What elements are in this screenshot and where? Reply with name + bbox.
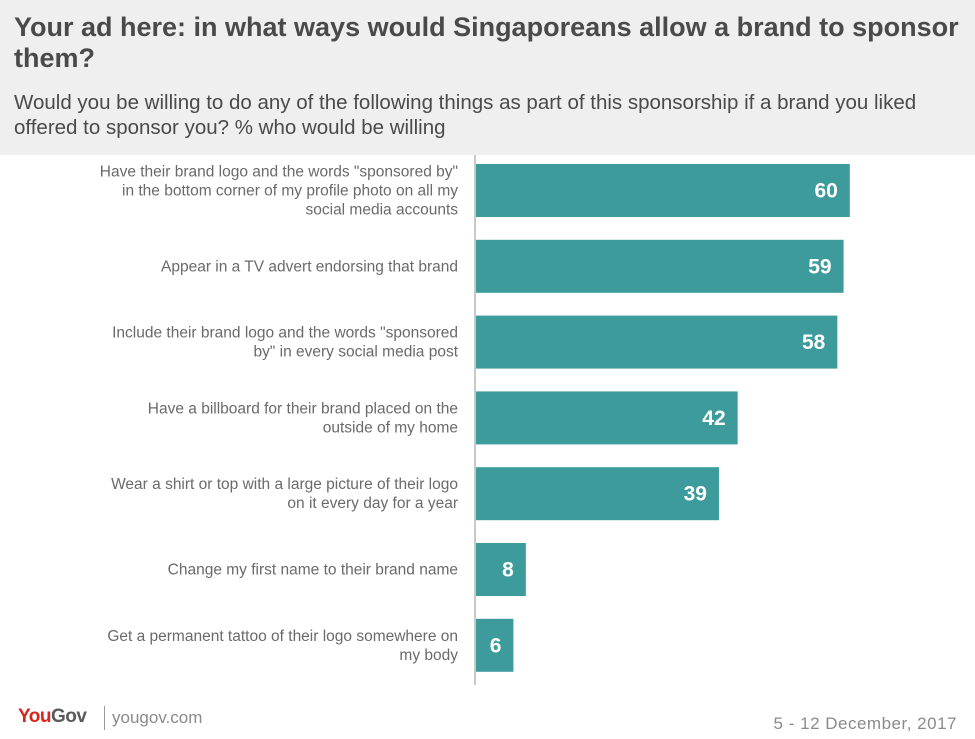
category-label-3: Have a billboard for their brand placed …	[148, 400, 458, 436]
category-label-4: Wear a shirt or top with a large picture…	[111, 476, 458, 512]
bar-3	[476, 391, 738, 445]
category-label-line: by" in every social media post	[253, 344, 458, 361]
category-label-0: Have their brand logo and the words "spo…	[100, 164, 458, 219]
bar-4	[476, 467, 719, 521]
bar-2	[476, 315, 838, 369]
yougov-logo: YouGov	[18, 706, 87, 728]
data-label-2: 58	[802, 331, 826, 354]
bar-0	[476, 164, 850, 217]
data-label-1: 59	[808, 255, 831, 278]
data-label-4: 39	[684, 483, 707, 506]
category-label-line: Change my first name to their brand name	[168, 562, 458, 579]
bar-5	[476, 543, 526, 596]
category-label-line: Have their brand logo and the words "spo…	[100, 164, 458, 181]
chart-subtitle: Would you be willing to do any of the fo…	[14, 91, 917, 139]
bar-chart: 60 Have their brand logo and the words "s…	[100, 155, 850, 685]
survey-date: 5 - 12 December, 2017	[773, 714, 957, 733]
category-label-line: on it every day for a year	[287, 495, 458, 512]
category-label-line: social media accounts	[306, 202, 459, 219]
category-label-2: Include their brand logo and the words "…	[112, 325, 459, 361]
footer-divider	[104, 706, 105, 730]
chart-title: Your ad here: in what ways would Singapo…	[14, 12, 959, 73]
category-label-line: outside of my home	[323, 419, 458, 436]
category-label-6: Get a permanent tattoo of their logo som…	[107, 628, 458, 664]
category-label-1: Appear in a TV advert endorsing that bra…	[161, 258, 458, 275]
data-label-0: 60	[814, 180, 837, 203]
bar-6	[476, 618, 514, 672]
data-label-6: 6	[490, 634, 502, 657]
category-label-line: Include their brand logo and the words "…	[112, 325, 458, 342]
data-label-3: 42	[702, 407, 725, 430]
category-label-5: Change my first name to their brand name	[168, 562, 458, 579]
category-label-line: in the bottom corner of my profile photo…	[122, 183, 458, 200]
category-label-line: Appear in a TV advert endorsing that bra…	[161, 258, 458, 275]
chart-header: Your ad here: in what ways would Singapo…	[0, 0, 975, 155]
bar-1	[476, 239, 844, 293]
category-label-line: Wear a shirt or top with a large picture…	[111, 476, 458, 493]
category-label-line: Have a billboard for their brand placed …	[148, 400, 458, 417]
category-label-line: Get a permanent tattoo of their logo som…	[107, 628, 458, 645]
category-label-line: my body	[399, 647, 458, 664]
data-label-5: 8	[502, 559, 514, 582]
footer-url: yougov.com	[112, 708, 203, 727]
logo-gov: Gov	[50, 706, 87, 727]
logo-you: You	[18, 706, 51, 727]
